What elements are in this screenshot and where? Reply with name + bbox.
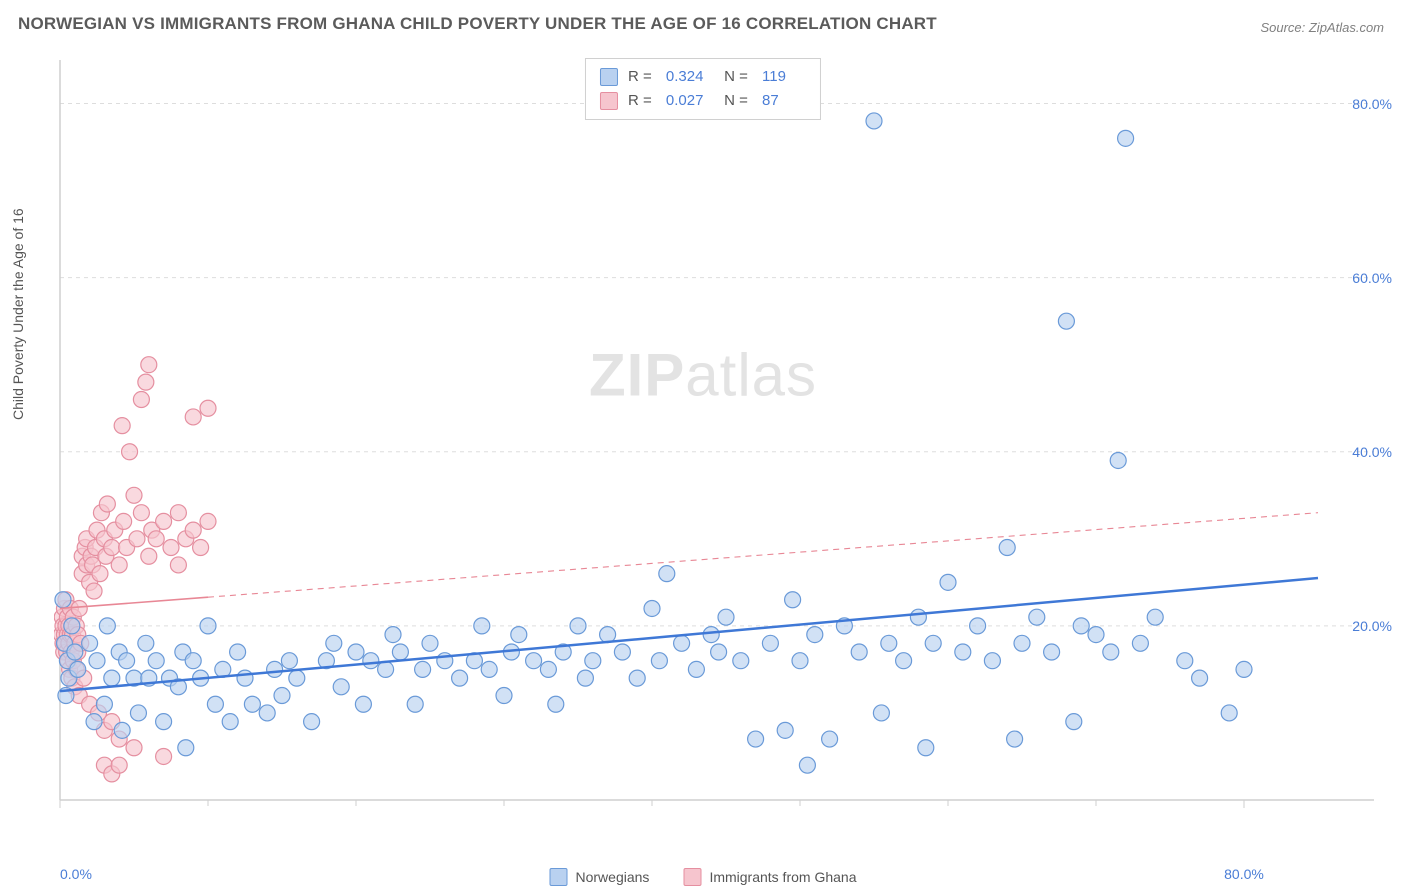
y-tick-label: 20.0% (1352, 618, 1392, 634)
y-axis-label: Child Poverty Under the Age of 16 (10, 208, 26, 420)
y-tick-label: 40.0% (1352, 444, 1392, 460)
correlation-legend: R = 0.324 N = 119 R = 0.027 N = 87 (585, 58, 821, 120)
legend-swatch-icon (600, 68, 618, 86)
legend-swatch-icon (600, 92, 618, 110)
legend-swatch-icon (683, 868, 701, 886)
chart-svg (54, 50, 1374, 830)
legend-swatch-icon (550, 868, 568, 886)
source-label: Source: ZipAtlas.com (1260, 20, 1384, 35)
scatter-chart (54, 50, 1374, 830)
corr-row-series-1: R = 0.027 N = 87 (600, 89, 806, 113)
corr-row-series-0: R = 0.324 N = 119 (600, 65, 806, 89)
y-tick-label: 60.0% (1352, 270, 1392, 286)
y-tick-label: 80.0% (1352, 96, 1392, 112)
series-legend: Norwegians Immigrants from Ghana (550, 868, 857, 886)
legend-label: Immigrants from Ghana (709, 869, 856, 885)
x-tick-label: 0.0% (60, 866, 92, 882)
x-tick-label: 80.0% (1224, 866, 1264, 882)
legend-item: Norwegians (550, 868, 650, 886)
legend-item: Immigrants from Ghana (683, 868, 856, 886)
chart-title: NORWEGIAN VS IMMIGRANTS FROM GHANA CHILD… (18, 14, 937, 34)
legend-label: Norwegians (576, 869, 650, 885)
